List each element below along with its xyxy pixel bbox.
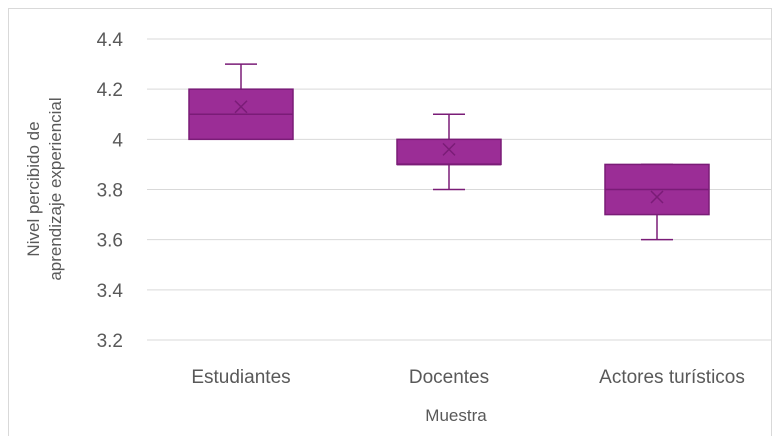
box-1 — [188, 63, 294, 141]
mean-marker — [442, 142, 456, 156]
box-body — [396, 138, 502, 166]
x-axis-ticks: Estudiantes Docentes Actores turísticos — [191, 367, 745, 388]
x-tick-label: Docentes — [409, 367, 489, 388]
y-tick-label: 3.6 — [97, 231, 123, 252]
y-axis-title-line-1: Nivel percibido de — [24, 121, 43, 256]
box-2 — [396, 113, 502, 191]
box-series — [188, 63, 710, 241]
y-tick-label: 3.8 — [97, 181, 123, 202]
y-axis-title-line-2: aprendizaje experiencial — [46, 97, 65, 280]
chart-frame: 3.2 3.4 3.6 3.8 4 4.2 4.4 Estudiantes Docentes A… — [8, 8, 772, 436]
box-plot-chart: 3.2 3.4 3.6 3.8 4 4.2 4.4 Estudiantes Docentes A… — [24, 30, 771, 425]
y-tick-label: 3.2 — [97, 331, 123, 352]
y-axis-ticks: 3.2 3.4 3.6 3.8 4 4.2 4.4 — [97, 30, 124, 352]
y-tick-label: 4.4 — [97, 30, 124, 51]
mean-marker — [234, 100, 248, 114]
y-tick-label: 4 — [112, 130, 123, 151]
y-tick-label: 4.2 — [97, 80, 123, 101]
box-3 — [604, 163, 710, 241]
mean-marker — [650, 190, 664, 204]
x-tick-label: Estudiantes — [191, 367, 290, 388]
y-tick-label: 3.4 — [97, 281, 124, 302]
x-tick-label: Actores turísticos — [599, 367, 745, 388]
x-axis-title: Muestra — [425, 406, 487, 425]
